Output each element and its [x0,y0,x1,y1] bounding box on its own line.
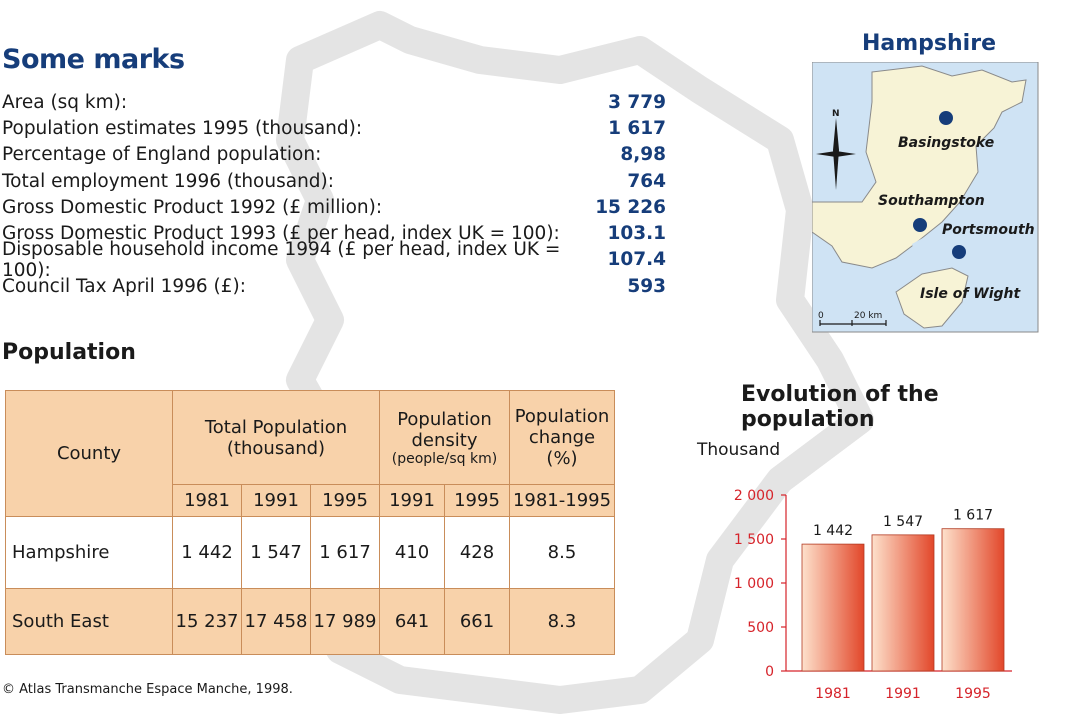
city-label: Portsmouth [942,222,1035,238]
table-cell: 1 547 [241,516,311,589]
hampshire-map: Basingstoke Southampton Portsmouth Isle … [812,62,1039,333]
header-density-line3: (people/sq km) [391,450,498,467]
header-year: 1991 [241,484,311,517]
x-tick-label: 1981 [815,686,851,702]
mark-value: 3 779 [608,91,666,113]
city-label: Isle of Wight [920,286,1022,302]
header-density: Population density (people/sq km) [379,390,510,485]
mark-row: Gross Domestic Product 1993 (£ per head,… [2,220,666,246]
header-change-line3: (%) [546,448,578,469]
header-change-line2: change [528,427,596,448]
table-row: Hampshire 1 442 1 547 1 617 410 428 8.5 [5,516,615,589]
mark-value: 103.1 [607,223,666,245]
header-year: 1991 [379,484,445,517]
city-label: Southampton [878,193,985,209]
mainland [812,65,1027,269]
y-tick-label: 1 500 [734,532,774,548]
table-cell: 8.3 [509,588,615,655]
mark-row: Percentage of England population: 8,98 [2,142,666,168]
marks-list: Area (sq km): 3 779 Population estimates … [2,89,666,299]
mark-label: Disposable household income 1994 (£ per … [2,238,561,281]
mark-label: Area (sq km): [2,91,128,113]
bar [801,543,865,672]
population-bar-chart: 0 500 1 000 1 500 2 000 1 442 1981 1 547 1991 1 6… [734,488,1012,702]
table-cell: 8.5 [509,516,615,589]
table-cell: 428 [444,516,510,589]
table-row: South East 15 237 17 458 17 989 641 661 … [5,588,615,655]
y-tick-label: 2 000 [734,488,774,504]
mark-value: 107.4 [607,249,666,271]
mark-row: Gross Domestic Product 1992 (£ million):… [2,194,666,220]
mark-label: Gross Domestic Product 1993 (£ per head,… [2,223,560,245]
county-cell: South East [5,588,173,655]
table-cell: 1 617 [310,516,380,589]
header-density-line2: density [411,429,478,451]
header-total: Total Population (thousand) [172,390,380,485]
southampton-dot [913,218,927,232]
mark-value: 8,98 [620,144,666,166]
portsmouth-dot [952,245,966,259]
mark-value: 764 [627,170,666,192]
bar-value-label: 1 442 [813,523,853,539]
header-density-line1: Population [397,408,492,430]
county-cell: Hampshire [5,516,173,589]
population-table: County Total Population (thousand) Popul… [5,390,615,655]
y-tick-label: 500 [747,620,774,636]
table-cell: 410 [379,516,445,589]
bar-value-label: 1 547 [883,514,923,530]
map-title: Hampshire [862,31,996,56]
table-cell: 15 237 [172,588,242,655]
bar-value-label: 1 617 [953,508,993,524]
scale-zero: 0 [818,311,824,321]
chart-title: Evolution of the population [741,382,939,432]
mark-value: 593 [627,275,666,297]
table-cell: 641 [379,588,445,655]
population-title: Population [2,340,136,365]
southampton-water [912,234,930,260]
header-total-line1: Total Population [204,416,348,438]
mark-value: 1 617 [608,117,666,139]
mark-label: Percentage of England population: [2,144,322,166]
mark-label: Population estimates 1995 (thousand): [2,117,363,139]
isle-of-wight [895,267,969,329]
mark-row: Area (sq km): 3 779 [2,89,666,115]
x-tick-label: 1991 [885,686,921,702]
header-year: 1981-1995 [509,484,615,517]
table-cell: 1 442 [172,516,242,589]
table-cell: 17 458 [241,588,311,655]
north-label: N [832,109,840,119]
header-total-line2: (thousand) [226,437,326,459]
bar [941,528,1005,672]
mark-row: Population estimates 1995 (thousand): 1 6… [2,115,666,141]
basingstoke-dot [939,111,953,125]
mark-row: Disposable household income 1994 (£ per … [2,239,666,281]
header-year: 1981 [172,484,242,517]
copyright-text: © Atlas Transmanche Espace Manche, 1998. [2,682,293,697]
compass-icon: N [816,109,856,190]
mark-label: Council Tax April 1996 (£): [2,275,246,297]
header-change: Population change (%) [509,390,615,485]
scale-label: 20 km [854,311,882,321]
table-cell: 17 989 [310,588,380,655]
mark-label: Total employment 1996 (thousand): [2,170,334,192]
header-year: 1995 [310,484,380,517]
marks-title: Some marks [2,44,185,75]
chart-ylabel: Thousand [697,440,781,460]
header-year: 1995 [444,484,510,517]
mark-value: 15 226 [595,196,666,218]
mark-label: Gross Domestic Product 1992 (£ million): [2,196,383,218]
y-tick-label: 1 000 [734,576,774,592]
mark-row: Council Tax April 1996 (£): 593 [2,273,666,299]
header-change-line1: Population [514,406,610,427]
x-tick-label: 1995 [955,686,991,702]
city-label: Basingstoke [898,135,994,151]
bar [871,534,935,672]
table-cell: 661 [444,588,510,655]
mark-row: Total employment 1996 (thousand): 764 [2,168,666,194]
header-county: County [5,390,173,517]
y-tick-label: 0 [765,664,774,680]
